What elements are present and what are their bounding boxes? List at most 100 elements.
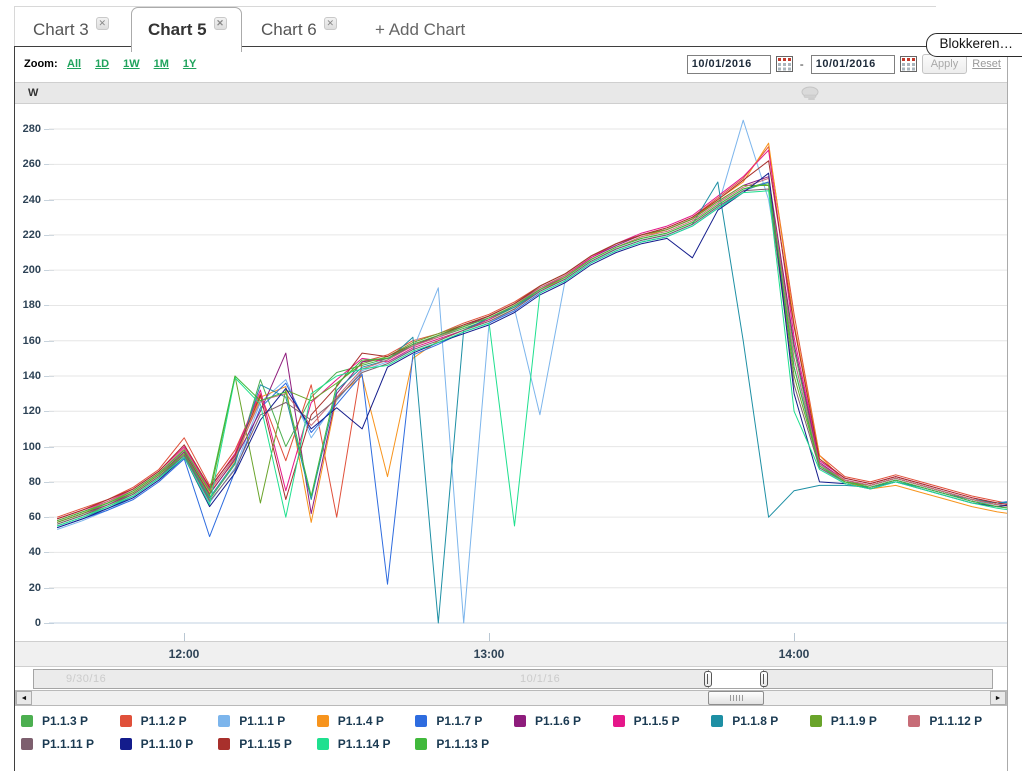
legend-swatch [21, 715, 33, 727]
legend-label: P1.1.3 P [42, 714, 89, 728]
y-tick-label: 140 [22, 370, 41, 383]
y-tick-label: 220 [22, 228, 41, 241]
legend-label: P1.1.7 P [436, 714, 483, 728]
chart-legend: P1.1.3 P P1.1.2 P P1.1.1 P P1.1.4 P P1.1.7 P… [15, 710, 1007, 751]
zoom-preset-all[interactable]: All [67, 58, 82, 70]
tab-label: Chart 6 [261, 20, 317, 39]
zoom-preset-1m[interactable]: 1M [153, 58, 169, 70]
legend-label: P1.1.15 P [239, 737, 292, 751]
legend-item-P1.1.1-P[interactable]: P1.1.1 P [218, 714, 317, 728]
horizontal-scrollbar[interactable]: ◄ ► [15, 690, 1007, 706]
zoom-label: Zoom: [24, 58, 58, 70]
legend-label: P1.1.14 P [337, 737, 391, 751]
scrollbar-thumb[interactable] [708, 691, 764, 705]
range-navigator: 9/30/16 10/1/16 [15, 669, 1007, 689]
tab-bar: Chart 3 ✕ Chart 5 ✕ Chart 6 ✕ + Add Char… [14, 6, 936, 52]
calendar-icon[interactable] [775, 55, 793, 73]
legend-item-P1.1.6-P[interactable]: P1.1.6 P [513, 714, 613, 728]
legend-label: P1.1.10 P [140, 737, 194, 751]
legend-swatch [218, 715, 231, 727]
calendar-icon[interactable] [899, 55, 917, 73]
scroll-left-button[interactable]: ◄ [16, 691, 32, 705]
legend-swatch [415, 715, 428, 727]
legend-item-P1.1.3-P[interactable]: P1.1.3 P [21, 714, 120, 728]
zoom-preset-links: All 1D 1W 1M 1Y [67, 58, 196, 70]
legend-swatch [908, 715, 921, 727]
y-tick-label: 0 [34, 617, 41, 629]
legend-item-P1.1.8-P[interactable]: P1.1.8 P [711, 714, 810, 728]
legend-item-P1.1.13-P[interactable]: P1.1.13 P [415, 737, 514, 751]
legend-item-P1.1.14-P[interactable]: P1.1.14 P [316, 737, 416, 751]
y-tick-label: 180 [22, 299, 41, 312]
legend-item-P1.1.5-P[interactable]: P1.1.5 P [612, 714, 712, 728]
legend-label: P1.1.8 P [732, 714, 779, 728]
toolbar-row: Zoom: All 1D 1W 1M 1Y - Apply Reset [15, 47, 1007, 82]
navigator-right-handle[interactable] [760, 671, 768, 687]
legend-item-P1.1.4-P[interactable]: P1.1.4 P [316, 714, 416, 728]
legend-item-P1.1.7-P[interactable]: P1.1.7 P [415, 714, 514, 728]
tab-chart-6[interactable]: Chart 6 ✕ [245, 9, 351, 51]
legend-label: P1.1.2 P [140, 714, 187, 728]
close-tab-icon[interactable]: ✕ [323, 16, 337, 30]
series-line-P1.1.5-P [56, 149, 1007, 520]
series-line-P1.1.12-P [56, 177, 1007, 522]
zoom-preset-1y[interactable]: 1Y [182, 58, 197, 70]
navigator-date-label: 9/30/16 [66, 673, 107, 685]
y-axis-title: W [28, 87, 39, 99]
y-tick-label: 20 [28, 581, 41, 594]
zoom-preset-1w[interactable]: 1W [123, 58, 140, 70]
series-line-P1.1.8-P [56, 181, 1007, 624]
series-line-P1.1.14-P [56, 190, 1007, 527]
y-tick-label: 60 [28, 511, 41, 524]
drag-handle-icon[interactable] [797, 86, 823, 106]
reset-link[interactable]: Reset [972, 58, 1001, 70]
y-tick-label: 200 [22, 264, 41, 277]
legend-item-P1.1.10-P[interactable]: P1.1.10 P [119, 737, 219, 751]
close-tab-icon[interactable]: ✕ [213, 16, 227, 30]
legend-label: P1.1.4 P [337, 714, 384, 728]
block-notification-button[interactable]: Blokkeren… [926, 33, 1022, 57]
legend-swatch [809, 715, 822, 727]
legend-item-P1.1.12-P[interactable]: P1.1.12 P [908, 714, 1007, 728]
legend-label: P1.1.1 P [239, 714, 286, 728]
add-chart-button[interactable]: + Add Chart [375, 20, 466, 39]
zoom-preset-1d[interactable]: 1D [95, 58, 110, 70]
navigator-track[interactable]: 9/30/16 10/1/16 [33, 669, 993, 689]
close-tab-icon[interactable]: ✕ [95, 16, 109, 30]
legend-item-P1.1.9-P[interactable]: P1.1.9 P [809, 714, 909, 728]
date-range-separator: - [799, 57, 804, 71]
date-from-input[interactable] [686, 54, 771, 74]
x-axis-ticks [49, 624, 1007, 641]
legend-swatch [612, 715, 625, 727]
date-to-input[interactable] [810, 54, 895, 74]
legend-item-P1.1.11-P[interactable]: P1.1.11 P [21, 737, 120, 751]
x-tick-label: 12:00 [168, 647, 200, 661]
series-line-P1.1.1-P [56, 119, 1007, 624]
legend-swatch [316, 715, 329, 727]
legend-item-P1.1.2-P[interactable]: P1.1.2 P [119, 714, 219, 728]
navigator-left-handle[interactable] [704, 671, 712, 687]
tab-label: Chart 5 [148, 20, 207, 39]
apply-button[interactable]: Apply [921, 54, 968, 74]
legend-label: P1.1.6 P [534, 714, 582, 728]
y-tick-label: 280 [22, 123, 41, 136]
axis-title-band: W [15, 82, 1007, 104]
legend-label: P1.1.12 P [929, 714, 983, 728]
legend-swatch [218, 738, 231, 750]
tab-chart-3[interactable]: Chart 3 ✕ [17, 9, 123, 51]
y-tick-label: 160 [22, 334, 41, 347]
scroll-right-button[interactable]: ► [990, 691, 1006, 705]
series-line-P1.1.13-P [56, 183, 1007, 522]
tab-chart-5[interactable]: Chart 5 ✕ [131, 7, 242, 52]
legend-item-P1.1.15-P[interactable]: P1.1.15 P [218, 737, 317, 751]
series-line-P1.1.2-P [56, 146, 1007, 518]
navigator-date-label: 10/1/16 [520, 673, 561, 685]
legend-swatch [711, 715, 724, 727]
legend-swatch [119, 738, 132, 750]
plot-area[interactable] [49, 110, 1007, 624]
navigator-selected-range[interactable] [708, 670, 764, 688]
tab-label: Chart 3 [33, 20, 89, 39]
date-range-controls: - Apply Reset [686, 54, 1001, 74]
x-axis-label-band: 12:00 13:00 14:00 [15, 641, 1007, 667]
